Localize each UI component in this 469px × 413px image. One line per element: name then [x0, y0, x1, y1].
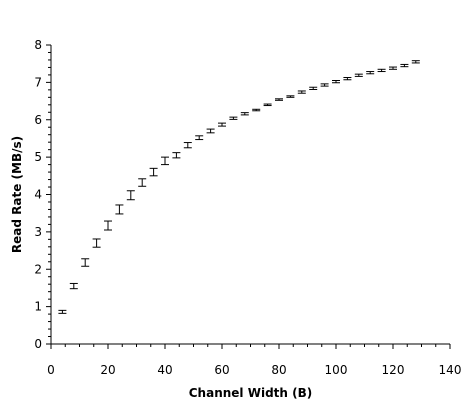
x-tick-label: 60 [214, 363, 229, 377]
data-point [92, 238, 101, 248]
x-tick-label: 100 [325, 363, 348, 377]
data-point [115, 204, 124, 215]
data-point [275, 98, 283, 101]
data-point [240, 112, 249, 116]
data-point [343, 77, 352, 81]
x-tick-label: 140 [439, 363, 462, 377]
data-point [286, 95, 295, 98]
data-point [81, 258, 90, 267]
data-point [252, 108, 261, 112]
data-point [389, 66, 397, 70]
data-point [366, 71, 375, 75]
y-tick-label: 7 [34, 75, 42, 89]
data-point [161, 156, 169, 166]
data-point [320, 83, 329, 87]
x-tick-label: 20 [100, 363, 115, 377]
data-point [195, 135, 204, 141]
y-tick-label: 0 [34, 337, 42, 351]
data-point [377, 68, 386, 73]
y-tick-label: 4 [34, 188, 42, 202]
data-point [400, 63, 409, 68]
y-axis-title: Read Rate (MB/s) [10, 136, 24, 253]
data-point [69, 282, 78, 290]
x-axis-title: Channel Width (B) [189, 386, 312, 400]
data-point [126, 190, 135, 201]
y-tick-label: 3 [34, 225, 42, 239]
x-tick-label: 0 [47, 363, 55, 377]
data-point [138, 178, 147, 187]
data-point [218, 122, 226, 127]
data-point [183, 142, 192, 149]
data-points [58, 60, 420, 314]
data-point [206, 128, 215, 134]
x-tick-label: 40 [157, 363, 172, 377]
data-point [229, 116, 238, 120]
data-point [58, 309, 67, 314]
y-tick-label: 8 [34, 38, 42, 52]
x-tick-label: 120 [382, 363, 405, 377]
y-tick-label: 6 [34, 113, 42, 127]
y-tick-label: 1 [34, 300, 42, 314]
data-point [263, 103, 272, 107]
x-axis-ticks: 0 20 40 60 80 100 120 140 [47, 344, 461, 377]
data-point [149, 167, 158, 177]
data-point [172, 152, 181, 159]
y-axis-ticks: 0 1 2 3 4 5 6 7 8 [34, 38, 51, 351]
data-point [354, 73, 363, 77]
x-tick-label: 80 [271, 363, 286, 377]
data-point [309, 86, 318, 90]
y-tick-label: 5 [34, 150, 42, 164]
axes [50, 45, 450, 345]
y-tick-label: 2 [34, 262, 42, 276]
data-point [297, 90, 306, 94]
data-point [332, 80, 340, 84]
data-point [104, 220, 112, 231]
data-point [411, 60, 420, 64]
